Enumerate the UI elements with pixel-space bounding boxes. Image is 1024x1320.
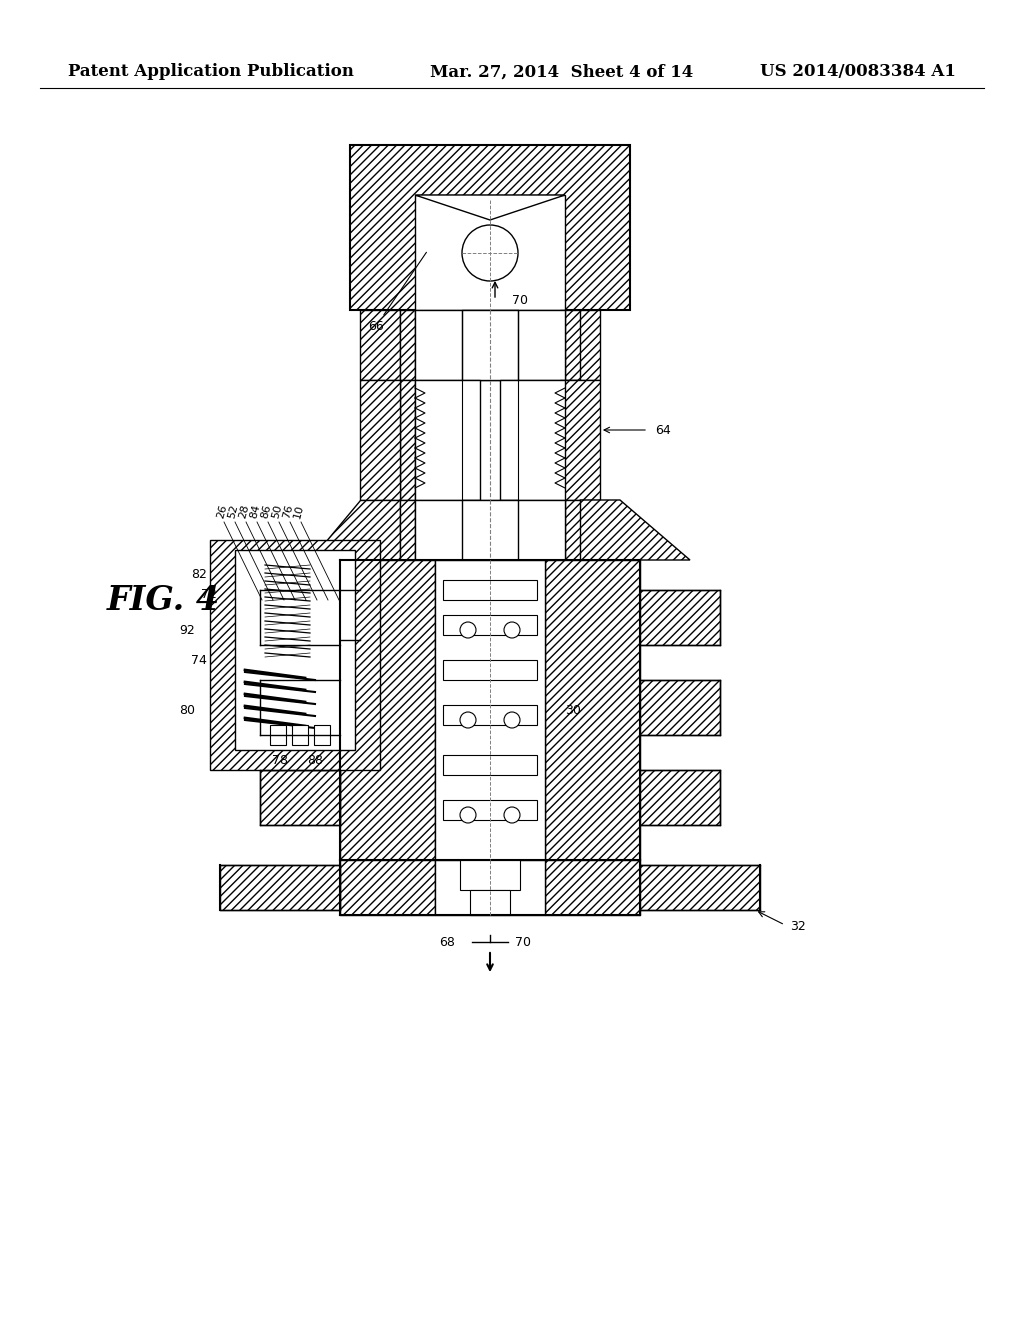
Polygon shape bbox=[580, 500, 690, 560]
Text: Patent Application Publication: Patent Application Publication bbox=[68, 63, 354, 81]
Bar bbox=[234, 550, 355, 750]
Circle shape bbox=[462, 224, 518, 281]
Bar bbox=[640, 590, 720, 645]
Polygon shape bbox=[400, 500, 415, 560]
Bar bbox=[435, 861, 545, 915]
Bar bbox=[500, 380, 565, 500]
Text: US 2014/0083384 A1: US 2014/0083384 A1 bbox=[760, 63, 956, 81]
Polygon shape bbox=[565, 500, 580, 560]
Bar bbox=[400, 310, 415, 380]
Text: FIG. 4: FIG. 4 bbox=[106, 583, 219, 616]
Text: 66: 66 bbox=[368, 252, 426, 333]
Bar bbox=[210, 540, 380, 770]
Circle shape bbox=[460, 622, 476, 638]
Bar bbox=[565, 380, 580, 500]
Bar bbox=[314, 725, 330, 744]
Text: 26: 26 bbox=[215, 504, 228, 520]
Bar bbox=[415, 310, 565, 380]
Bar bbox=[340, 560, 435, 861]
Bar bbox=[260, 680, 340, 735]
Ellipse shape bbox=[291, 603, 309, 631]
Bar bbox=[340, 861, 435, 915]
Bar bbox=[360, 380, 400, 500]
Circle shape bbox=[504, 807, 520, 822]
Bar bbox=[560, 380, 600, 500]
Bar bbox=[443, 800, 537, 820]
Bar bbox=[565, 310, 580, 380]
Ellipse shape bbox=[663, 696, 677, 718]
Text: 88: 88 bbox=[307, 754, 323, 767]
Bar bbox=[443, 579, 537, 601]
Text: 84: 84 bbox=[249, 504, 262, 520]
Text: 52: 52 bbox=[226, 504, 240, 520]
Bar bbox=[400, 380, 415, 500]
Circle shape bbox=[504, 711, 520, 729]
Text: 86: 86 bbox=[259, 504, 272, 520]
Ellipse shape bbox=[663, 785, 677, 808]
Text: 10: 10 bbox=[293, 504, 305, 520]
Bar bbox=[443, 615, 537, 635]
Text: 74: 74 bbox=[191, 653, 207, 667]
Circle shape bbox=[460, 807, 476, 822]
Ellipse shape bbox=[683, 785, 697, 808]
Bar bbox=[470, 890, 510, 915]
Text: 30: 30 bbox=[565, 704, 581, 717]
Text: 92: 92 bbox=[179, 623, 195, 636]
Ellipse shape bbox=[291, 693, 309, 721]
Bar bbox=[292, 725, 308, 744]
Bar bbox=[545, 560, 640, 861]
Ellipse shape bbox=[291, 783, 309, 810]
Bar bbox=[415, 195, 565, 310]
Bar bbox=[220, 865, 340, 909]
Ellipse shape bbox=[683, 606, 697, 628]
Bar bbox=[270, 725, 286, 744]
Text: Mar. 27, 2014  Sheet 4 of 14: Mar. 27, 2014 Sheet 4 of 14 bbox=[430, 63, 693, 81]
Bar bbox=[640, 770, 720, 825]
Polygon shape bbox=[415, 195, 565, 220]
Text: 82: 82 bbox=[191, 569, 207, 582]
Text: 78: 78 bbox=[272, 754, 288, 767]
Bar bbox=[260, 590, 340, 645]
Text: 72: 72 bbox=[201, 589, 217, 602]
Bar bbox=[462, 500, 518, 560]
Text: 32: 32 bbox=[790, 920, 806, 933]
Ellipse shape bbox=[663, 606, 677, 628]
Bar bbox=[560, 310, 600, 380]
Bar bbox=[460, 861, 520, 890]
Bar bbox=[415, 500, 565, 560]
Text: 76: 76 bbox=[282, 504, 295, 520]
Bar bbox=[350, 145, 630, 310]
Bar bbox=[435, 560, 545, 861]
Bar bbox=[640, 680, 720, 735]
Bar bbox=[260, 770, 340, 825]
Text: 80: 80 bbox=[179, 704, 195, 717]
Bar bbox=[545, 861, 640, 915]
Text: 70: 70 bbox=[512, 293, 528, 306]
Text: 50: 50 bbox=[270, 504, 284, 520]
Text: 68: 68 bbox=[439, 936, 455, 949]
Text: 28: 28 bbox=[238, 504, 251, 520]
Bar bbox=[415, 380, 480, 500]
Bar bbox=[443, 755, 537, 775]
Circle shape bbox=[504, 622, 520, 638]
Circle shape bbox=[460, 711, 476, 729]
Bar bbox=[360, 310, 400, 380]
Text: 64: 64 bbox=[655, 424, 671, 437]
Bar bbox=[443, 705, 537, 725]
Bar bbox=[443, 660, 537, 680]
Ellipse shape bbox=[683, 696, 697, 718]
Text: 70: 70 bbox=[515, 936, 531, 949]
Bar bbox=[462, 310, 518, 380]
Polygon shape bbox=[310, 500, 400, 560]
Bar bbox=[640, 865, 760, 909]
